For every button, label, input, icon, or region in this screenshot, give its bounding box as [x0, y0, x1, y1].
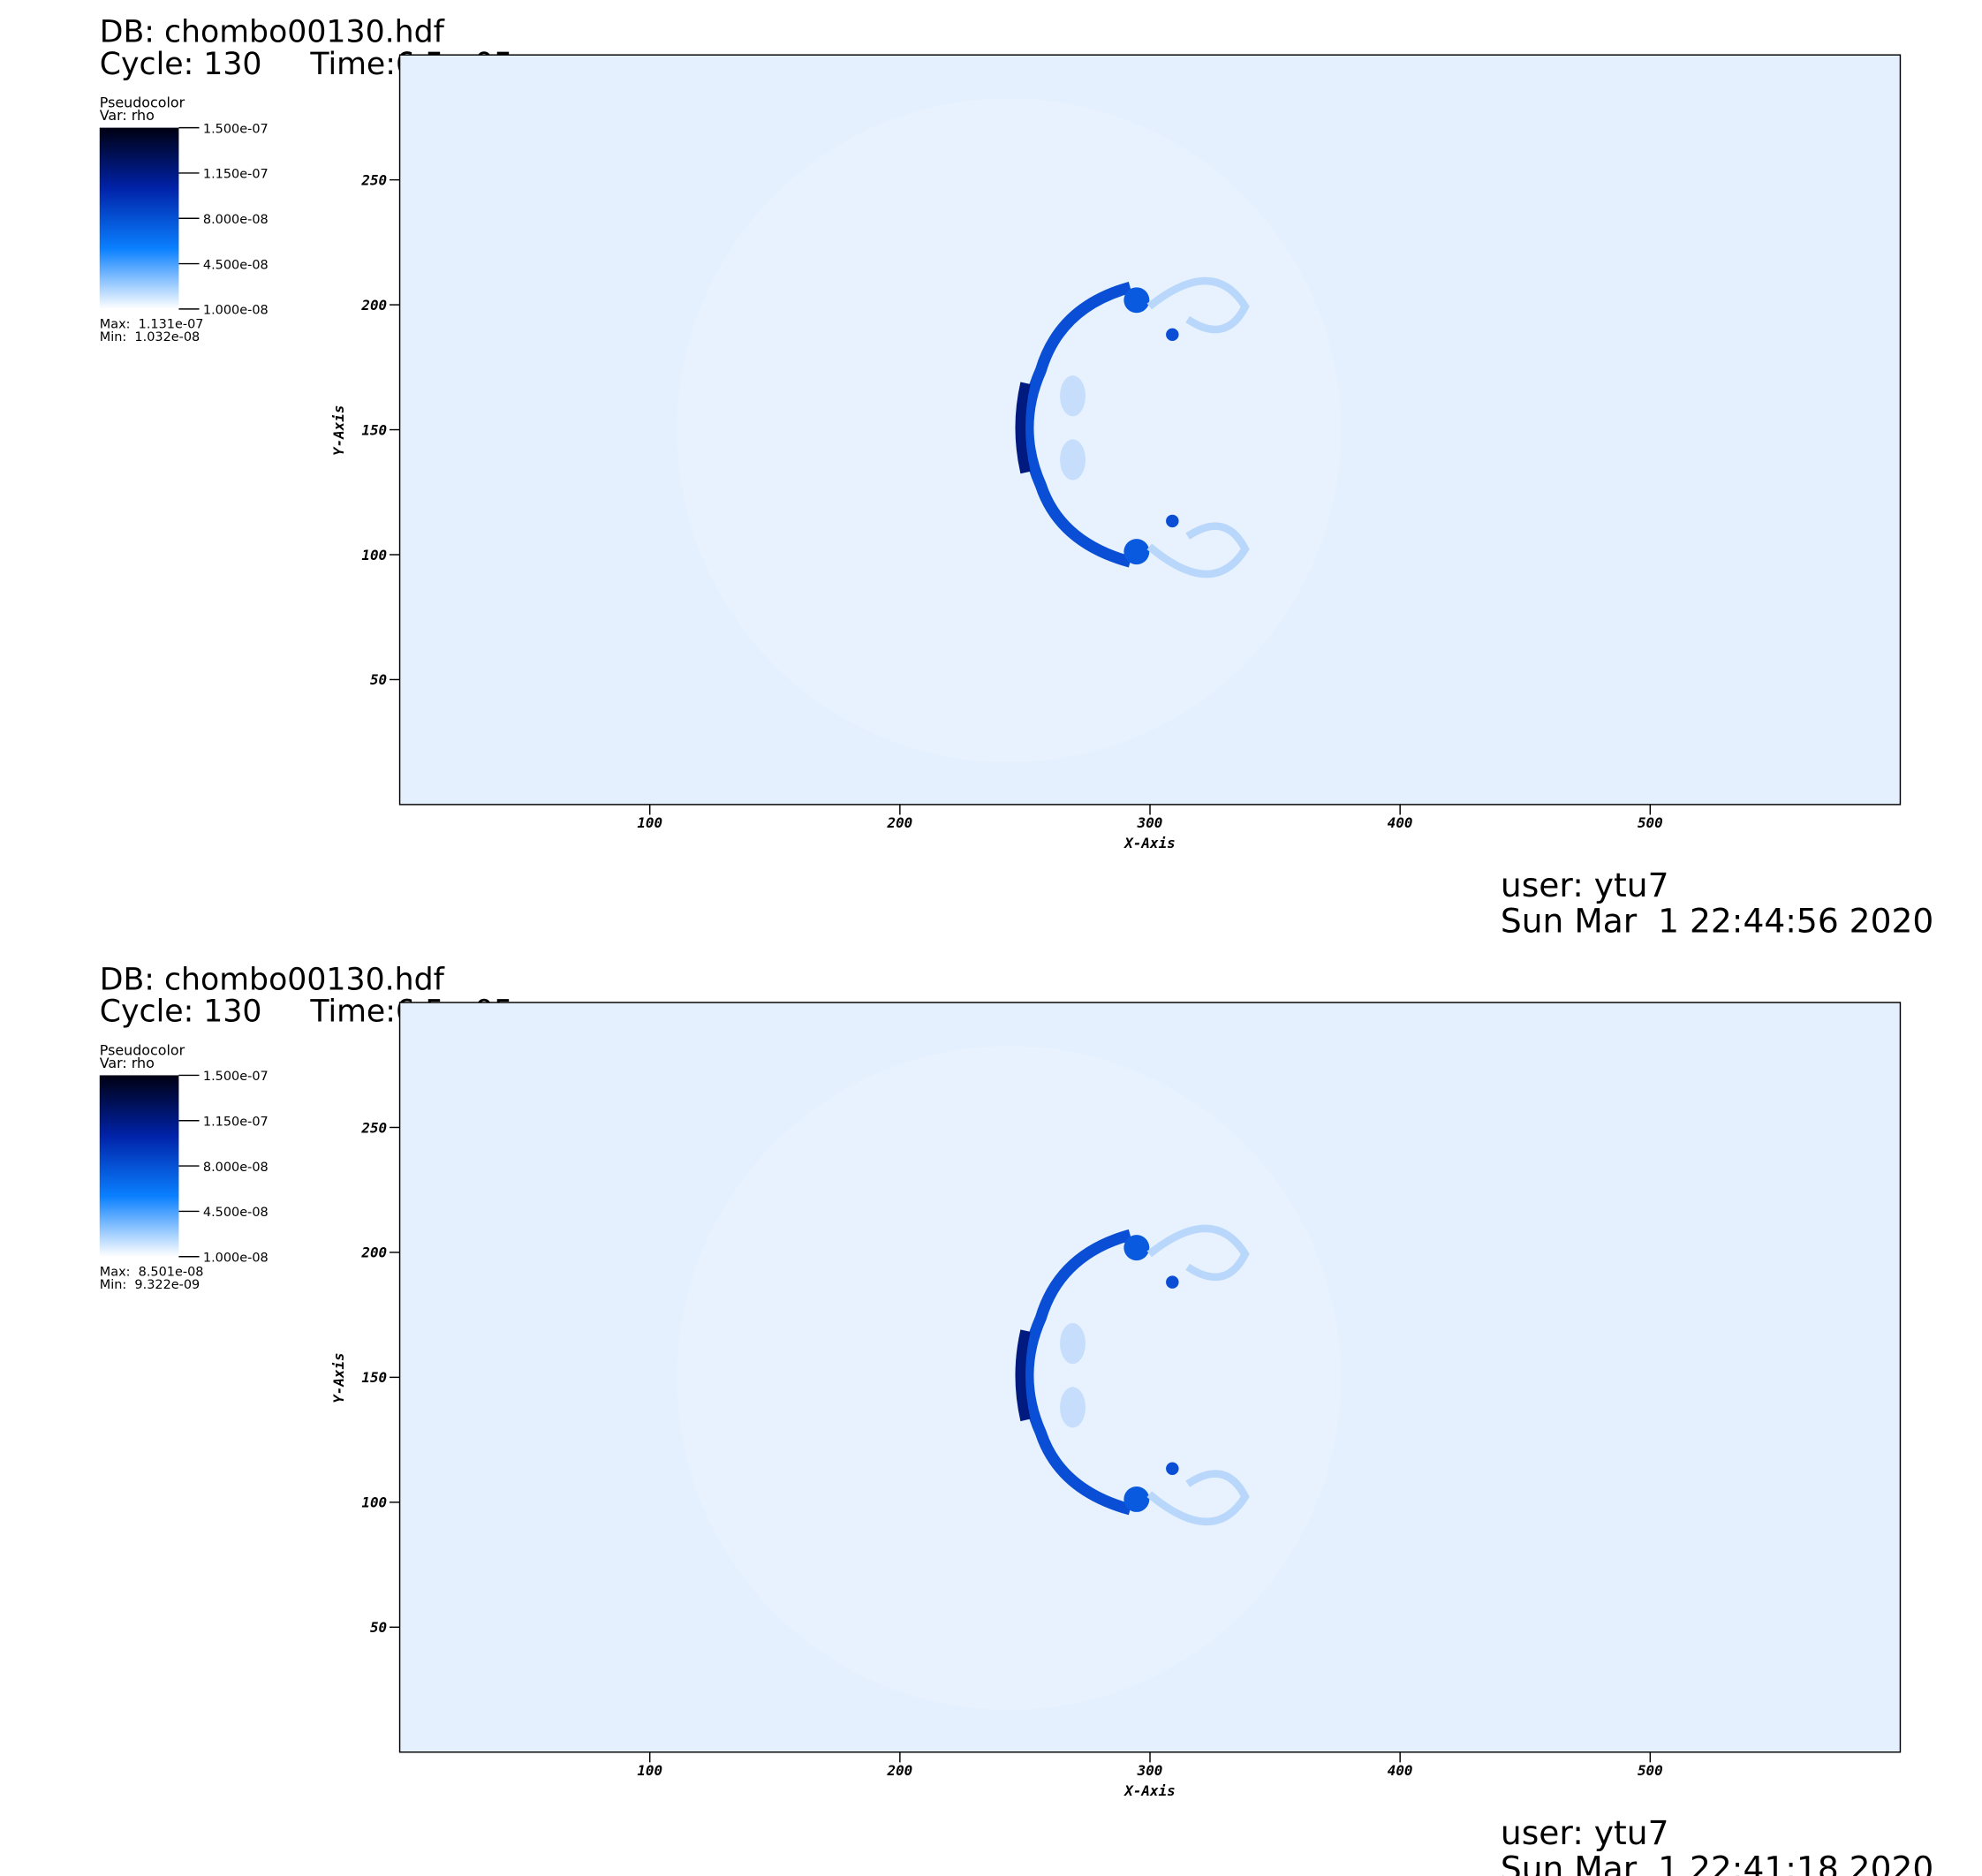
cycle: Cycle: 130 [100, 995, 262, 1030]
db-title: DB: chombo00130.hdf [100, 15, 445, 50]
colorbar-tick-label: 1.000e-08 [203, 1252, 269, 1266]
x-tick-label: 400 [1388, 814, 1413, 831]
colorbar-tick-label: 1.500e-07 [203, 1070, 269, 1084]
db-title: DB: chombo00130.hdf [100, 963, 445, 998]
x-tick-label: 500 [1638, 814, 1663, 831]
x-axis-title: X-Axis [1123, 1782, 1175, 1799]
user: user: ytu7 [1501, 866, 1669, 904]
x-tick-label: 200 [887, 1762, 913, 1779]
y-axis-title: Y-Axis [330, 405, 347, 456]
y-axis-title: Y-Axis [330, 1352, 347, 1403]
x-tick-label: 500 [1638, 1762, 1663, 1779]
date: Sun Mar 1 22:44:56 2020 [1501, 901, 1933, 940]
min-label: Min: 9.322e-09 [100, 1278, 200, 1292]
colorbar-tick-label: 4.500e-08 [203, 1206, 269, 1220]
legend-title: Pseudocolor [100, 1041, 185, 1058]
x-tick-label: 100 [637, 814, 662, 831]
field [677, 1046, 1342, 1711]
shock-halo [677, 1046, 1342, 1711]
max-label: Max: 1.131e-07 [100, 318, 204, 332]
colorbar-tick-label: 8.000e-08 [203, 1161, 269, 1175]
x-tick-label: 200 [887, 814, 913, 831]
field [677, 98, 1342, 763]
x-tick-label: 400 [1388, 1762, 1413, 1779]
y-tick-label: 100 [361, 547, 387, 564]
x-tick-label: 100 [637, 1762, 662, 1779]
colorbar [99, 127, 179, 309]
y-tick-label: 250 [360, 1119, 387, 1136]
legend-var: Var: rho [100, 107, 155, 124]
colorbar-tick-label: 4.500e-08 [203, 258, 269, 272]
x-axis-title: X-Axis [1123, 835, 1175, 851]
shock-halo [677, 98, 1342, 763]
legend-title: Pseudocolor [100, 94, 185, 110]
y-tick-label: 200 [360, 297, 387, 314]
colorbar-tick-label: 8.000e-08 [203, 213, 269, 227]
y-tick-label: 50 [370, 1619, 387, 1636]
x-tick-label: 300 [1137, 1762, 1163, 1779]
y-tick-label: 200 [360, 1244, 387, 1261]
legend-var: Var: rho [100, 1055, 155, 1071]
colorbar-tick-label: 1.150e-07 [203, 1116, 269, 1130]
y-tick-label: 250 [360, 171, 387, 188]
colorbar [99, 1075, 179, 1257]
x-tick-label: 300 [1137, 814, 1163, 831]
colorbar-tick-label: 1.150e-07 [203, 168, 269, 182]
min-label: Min: 1.032e-08 [100, 330, 200, 344]
date: Sun Mar 1 22:41:18 2020 [1501, 1849, 1933, 1876]
y-tick-label: 150 [361, 421, 387, 438]
colorbar-tick-label: 1.000e-08 [203, 304, 269, 318]
max-label: Max: 8.501e-08 [100, 1265, 204, 1279]
y-tick-label: 150 [361, 1369, 387, 1386]
user: user: ytu7 [1501, 1813, 1669, 1852]
colorbar-tick-label: 1.500e-07 [203, 122, 269, 136]
y-tick-label: 100 [361, 1494, 387, 1511]
cycle: Cycle: 130 [100, 47, 262, 82]
y-tick-label: 50 [370, 671, 387, 688]
